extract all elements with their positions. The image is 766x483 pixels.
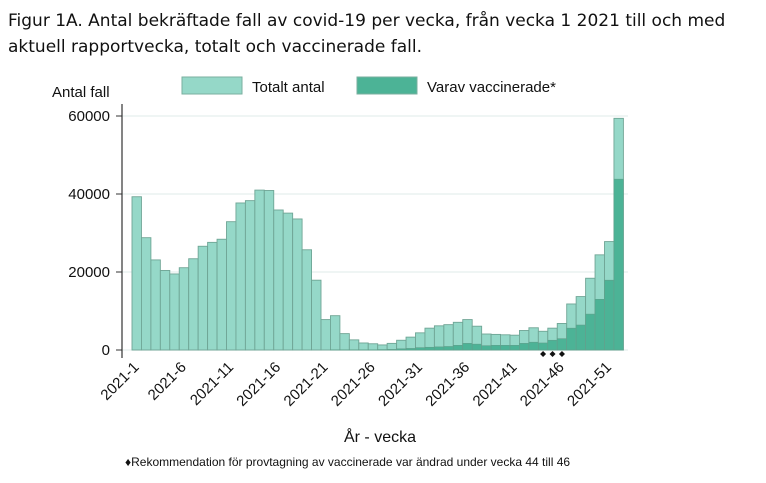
y-tick-label: 0 <box>102 342 110 359</box>
bar-vaccinated <box>538 342 549 351</box>
bar-vaccinated <box>528 341 539 351</box>
y-axis-label: Antal fall <box>52 84 110 101</box>
x-tick-label: 2021-16 <box>233 359 284 410</box>
bar-total <box>150 259 161 351</box>
bar-total <box>330 315 341 351</box>
bar-vaccinated <box>500 345 511 351</box>
bar-total <box>405 336 416 351</box>
legend-label-vaccinated: Varav vaccinerade* <box>427 79 556 96</box>
bar-total <box>226 221 237 351</box>
x-tick-label: 2021-21 <box>281 359 332 410</box>
x-tick-label: 2021-26 <box>328 359 379 410</box>
x-tick-label: 2021-1 <box>97 359 142 404</box>
bar-total <box>216 238 227 351</box>
bar-total <box>433 325 445 351</box>
bar-vaccinated <box>471 343 482 351</box>
bar-total <box>197 245 209 351</box>
bar-total <box>188 258 199 351</box>
y-tick-label: 40000 <box>68 186 110 203</box>
bar-vaccinated <box>547 339 558 351</box>
bar-total <box>140 237 152 351</box>
bar-total <box>301 249 313 351</box>
bar-total <box>292 218 303 351</box>
bar-vaccinated <box>575 324 586 351</box>
bar-total <box>235 202 246 351</box>
y-tick-label: 60000 <box>68 108 110 125</box>
bar-total <box>339 333 350 351</box>
y-tick-label: 20000 <box>68 264 110 281</box>
x-tick-label: 2021-31 <box>375 359 426 410</box>
diamond-marker <box>558 351 565 357</box>
bar-total <box>178 267 190 351</box>
bar-vaccinated <box>566 327 577 351</box>
bar-vaccinated <box>490 345 501 351</box>
bar-vaccinated <box>386 349 397 351</box>
x-tick-label: 2021-11 <box>187 359 237 409</box>
bar-vaccinated <box>519 343 530 351</box>
bar-vaccinated <box>405 348 416 351</box>
bar-total <box>244 200 256 351</box>
bar-vaccinated <box>434 346 445 351</box>
bar-vaccinated <box>481 345 492 351</box>
bar-total <box>377 344 388 351</box>
footnote: ♦Rekommendation för provtagning av vacci… <box>125 455 570 469</box>
bar-vaccinated <box>452 345 464 351</box>
bar-vaccinated <box>594 298 605 351</box>
bar-vaccinated <box>443 346 454 351</box>
bar-total <box>367 343 379 351</box>
bar-total <box>207 241 218 351</box>
bar-vaccinated <box>604 279 615 351</box>
figure-title: Figur 1A. Antal bekräftade fall av covid… <box>8 11 726 57</box>
bar-vaccinated <box>556 338 567 351</box>
bar-total <box>386 342 398 351</box>
bar-total <box>273 209 284 351</box>
bar-vaccinated <box>424 346 435 351</box>
x-tick-label: 2021-51 <box>564 359 615 410</box>
bar-vaccinated <box>585 313 596 351</box>
bar-total <box>263 190 275 351</box>
legend-swatch-vaccinated <box>356 76 418 95</box>
x-tick-label: 2021-36 <box>422 359 473 410</box>
legend-swatch-total <box>181 76 243 95</box>
x-tick-label: 2021-46 <box>517 359 568 410</box>
x-axis-label: År - vecka <box>344 427 416 446</box>
bar-total <box>320 319 331 351</box>
bar-total <box>311 279 322 351</box>
bar-total <box>169 273 180 351</box>
bar-vaccinated <box>613 178 624 351</box>
bar-total <box>424 327 435 351</box>
bar-vaccinated <box>396 348 407 351</box>
bar-total <box>159 269 171 351</box>
diamond-marker <box>540 351 547 357</box>
bar-total <box>254 189 265 351</box>
x-tick-label: 2021-6 <box>145 359 190 404</box>
diamond-marker <box>549 351 556 357</box>
bar-total <box>131 196 142 351</box>
legend-label-total: Totalt antal <box>252 79 325 96</box>
bar-vaccinated <box>415 347 426 351</box>
bar-total <box>282 212 294 351</box>
bar-total <box>358 342 369 351</box>
bar-vaccinated <box>509 345 520 351</box>
x-tick-label: 2021-41 <box>470 359 521 410</box>
bar-vaccinated <box>462 343 473 351</box>
bar-total <box>348 339 360 351</box>
